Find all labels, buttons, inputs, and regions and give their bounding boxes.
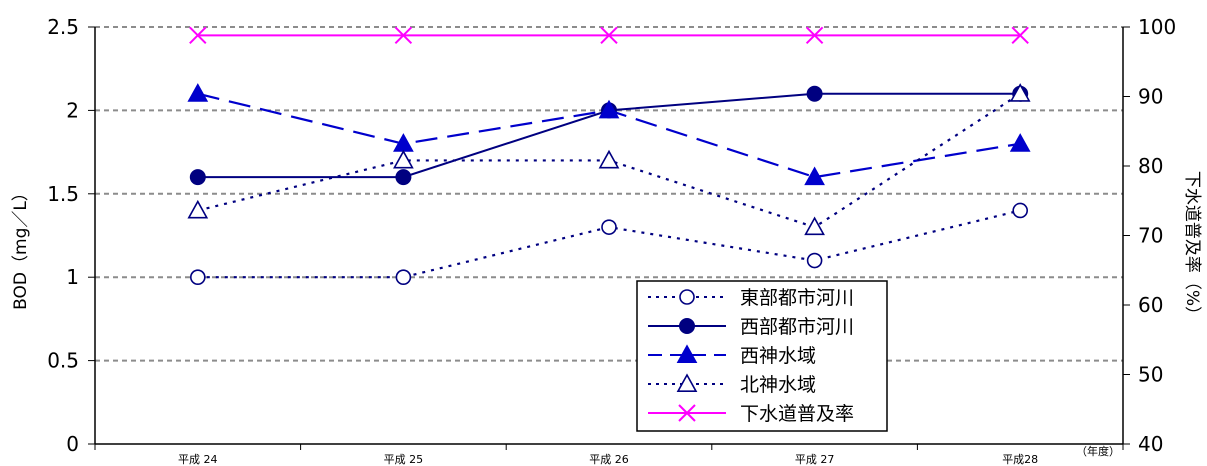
plot-area [187, 26, 1031, 286]
data-point [1009, 83, 1031, 102]
data-point [393, 149, 414, 169]
data-point-stroke [600, 26, 618, 45]
y-tick-label-right: 60 [1138, 293, 1163, 317]
y-tick-label-right: 100 [1138, 15, 1176, 39]
data-point [600, 26, 618, 45]
legend-label: 北神水域 [740, 374, 816, 396]
data-point [678, 404, 696, 422]
data-point [1009, 133, 1031, 152]
y-tick-label-right: 90 [1138, 85, 1163, 109]
data-point [395, 169, 412, 186]
data-point [598, 99, 620, 119]
data-point [395, 269, 412, 286]
series [187, 83, 1031, 186]
x-tick-label: 平成 27 [795, 453, 835, 466]
y-tick-label-left: 0.5 [47, 349, 79, 373]
legend-entry: 東部都市河川 [648, 287, 854, 309]
series-line [197, 209, 1021, 279]
y-tick-label-left: 2 [66, 98, 79, 122]
series [190, 202, 1029, 286]
legend-label: 西神水域 [740, 345, 816, 367]
data-point [1012, 202, 1029, 219]
data-point [187, 199, 209, 219]
y-tick-label-left: 0 [66, 432, 79, 456]
axes: 0 0.5 1 1.5 2 2.5 40 50 60 70 80 90 100 平成 24 平成 25 平成 … [47, 15, 1176, 466]
data-point [394, 26, 413, 45]
data-point [806, 85, 823, 102]
data-point-stroke [678, 404, 696, 422]
y-tick-label-left: 1.5 [47, 182, 79, 206]
data-point [598, 149, 620, 169]
x-tick-label: 平成 26 [589, 453, 629, 466]
data-point [190, 269, 206, 286]
data-point [804, 166, 825, 186]
data-point [1011, 26, 1029, 45]
legend-entry: 下水道普及率 [648, 403, 854, 425]
data-point [804, 216, 825, 236]
data-point [679, 318, 695, 334]
data-point [676, 344, 698, 364]
data-point [189, 169, 206, 186]
data-point [676, 373, 698, 393]
series [189, 26, 1029, 45]
x-tick-label: 平成28 [1002, 453, 1038, 466]
data-point [187, 83, 209, 102]
data-point [679, 289, 695, 305]
x-axis-unit-label: （年度） [1076, 444, 1120, 458]
legend-entry: 西部都市河川 [648, 316, 854, 338]
x-tick-label: 平成 25 [384, 453, 424, 466]
legend-label: 西部都市河川 [740, 316, 854, 338]
data-point-stroke [189, 26, 207, 45]
series [187, 83, 1031, 236]
data-point [805, 26, 824, 45]
legend-entry: 西神水域 [648, 344, 816, 367]
y-tick-label-left: 2.5 [47, 15, 79, 39]
legend-label: 下水道普及率 [740, 403, 854, 425]
legend-entry: 北神水域 [648, 373, 816, 396]
y-axis-title-right: 下水道普及率（%） [1182, 171, 1202, 323]
data-point-stroke [1011, 26, 1029, 45]
data-point-stroke [394, 26, 413, 45]
data-point [189, 26, 207, 45]
y-axis-title-left: BOD（mg／L） [11, 184, 31, 310]
y-tick-label-left: 1 [66, 265, 79, 289]
y-tick-label-right: 40 [1138, 432, 1163, 456]
x-tick-label: 平成 24 [178, 453, 218, 466]
y-tick-label-right: 70 [1138, 224, 1163, 248]
data-point [601, 219, 617, 235]
legend-label: 東部都市河川 [740, 287, 854, 309]
gridlines [95, 26, 1123, 362]
data-point [806, 252, 823, 269]
y-tick-label-right: 50 [1138, 363, 1163, 387]
data-point-stroke [805, 26, 824, 45]
y-tick-label-right: 80 [1138, 154, 1163, 178]
